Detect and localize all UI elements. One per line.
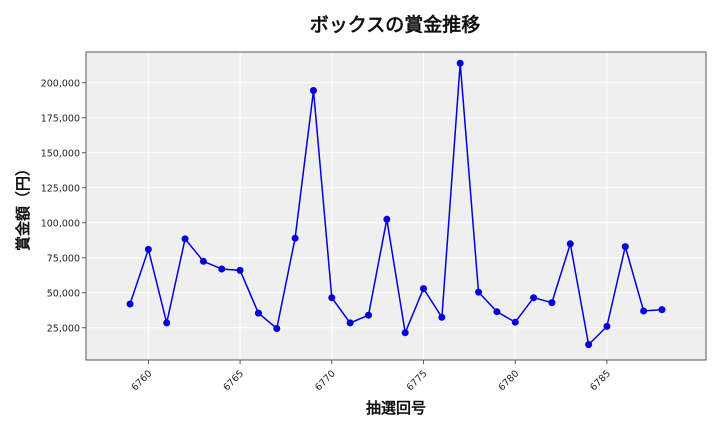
data-point — [456, 59, 464, 67]
y-tick-label: 100,000 — [41, 218, 80, 229]
data-point — [585, 341, 593, 349]
x-tick-label: 6775 — [405, 368, 430, 393]
data-point — [328, 294, 336, 302]
data-point — [218, 265, 226, 273]
x-axis: 6760 6765 6770 6775 6780 6785 — [130, 360, 613, 393]
data-point — [273, 325, 281, 332]
data-point — [603, 322, 611, 330]
data-point — [566, 240, 574, 248]
data-point — [438, 313, 446, 321]
chart-title: ボックスの賞金推移 — [310, 13, 480, 36]
y-tick-label: 200,000 — [41, 78, 80, 89]
x-tick-label: 6780 — [496, 368, 521, 393]
data-point — [364, 311, 372, 319]
data-point — [383, 215, 391, 223]
data-point — [475, 288, 483, 296]
data-point — [530, 294, 538, 302]
data-point — [126, 300, 134, 308]
data-point — [236, 266, 244, 274]
plot-area — [86, 52, 706, 360]
data-point — [346, 319, 354, 327]
x-tick-label: 6760 — [130, 368, 155, 393]
series-group — [126, 59, 666, 349]
x-tick-label: 6770 — [313, 368, 338, 393]
data-point — [548, 299, 556, 307]
data-point — [621, 243, 629, 251]
data-point — [144, 245, 152, 253]
data-point — [291, 234, 299, 242]
y-tick-label: 25,000 — [47, 323, 80, 334]
data-point — [309, 87, 317, 94]
x-tick-label: 6765 — [221, 368, 246, 393]
x-tick-label: 6785 — [588, 368, 613, 393]
data-point — [511, 318, 519, 326]
data-point — [493, 308, 501, 316]
data-point — [181, 235, 189, 243]
plot-frame — [85, 51, 707, 361]
y-tick-label: 150,000 — [41, 148, 80, 159]
x-axis-label: 抽選回号 — [366, 399, 426, 417]
y-tick-label: 75,000 — [47, 253, 80, 264]
y-tick-label: 125,000 — [41, 183, 80, 194]
data-point — [163, 319, 171, 327]
data-point — [254, 309, 262, 317]
data-point — [420, 285, 428, 293]
data-point — [658, 306, 666, 314]
y-axis: 25,000 50,000 75,000 100,000 125,000 150,000 1… — [41, 78, 86, 334]
data-point — [401, 329, 409, 337]
y-axis-label: 賞金額（円） — [14, 161, 32, 251]
y-tick-label: 50,000 — [47, 288, 80, 299]
y-tick-label: 175,000 — [41, 113, 80, 124]
data-point — [640, 307, 648, 315]
data-point — [199, 257, 207, 265]
grid-lines — [85, 51, 707, 361]
